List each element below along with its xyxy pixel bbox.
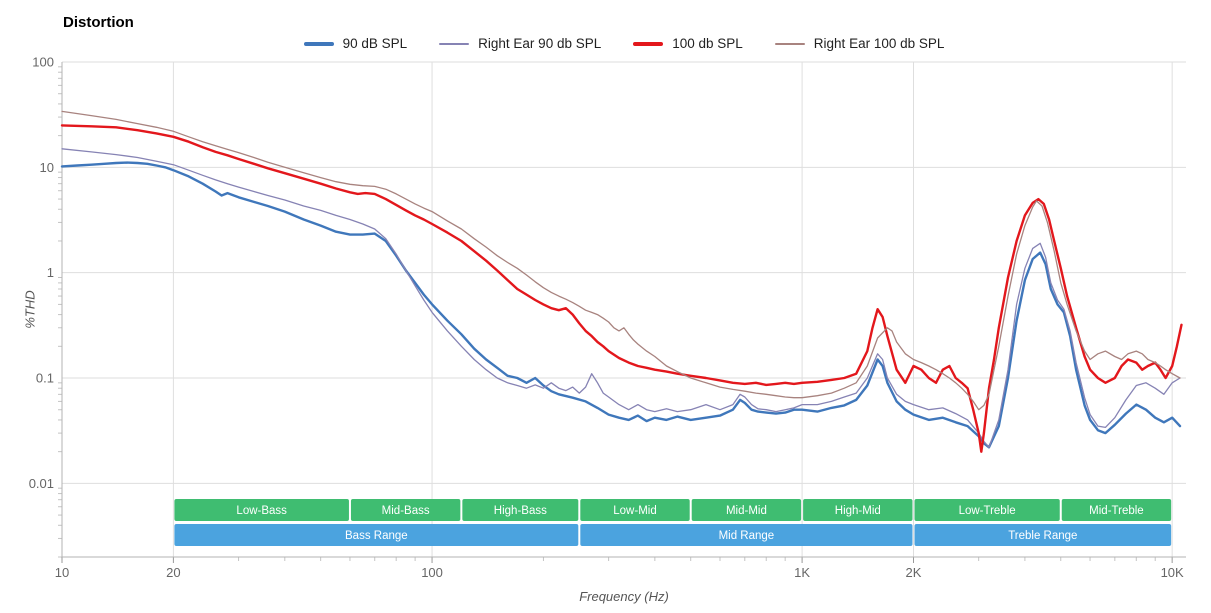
series-90-db-spl	[60, 161, 1182, 449]
legend-label-100-db-spl: 100 db SPL	[672, 36, 743, 51]
main-band-label-mid-range: Mid Range	[719, 530, 775, 542]
main-band-label-bass-range: Bass Range	[345, 530, 408, 542]
main-band-label-treble-range: Treble Range	[1008, 530, 1077, 542]
y-tick-label-100: 100	[32, 55, 54, 70]
legend-swatch-right-ear-100-db-spl	[774, 42, 805, 45]
sub-band-segment-high-bass	[462, 499, 579, 521]
legend-swatch-100-db-spl	[633, 41, 664, 46]
legend-label-right-ear-100-db-spl: Right Ear 100 db SPL	[813, 36, 945, 51]
chart-title: Distortion	[63, 14, 134, 31]
sub-band-label-low-treble: Low-Treble	[959, 505, 1016, 517]
sub-band-label-mid-treble: Mid-Treble	[1089, 505, 1144, 517]
sub-band-label-mid-bass: Mid-Bass	[382, 505, 430, 517]
y-tick-label-1: 1	[47, 265, 54, 280]
y-tick-label-10: 10	[40, 160, 54, 175]
x-tick-label-10: 10	[55, 565, 69, 580]
legend-item-right-ear-100-db-spl[interactable]: Right Ear 100 db SPL	[774, 36, 945, 51]
series-right-ear-100-db-spl	[61, 110, 1181, 411]
sub-band-label-high-bass: High-Bass	[494, 505, 547, 517]
sub-band-label-low-bass: Low-Bass	[236, 505, 287, 517]
main-band-segment-bass-range	[174, 524, 579, 546]
sub-band-label-high-mid: High-Mid	[835, 505, 881, 517]
legend-label-right-ear-90-db-spl: Right Ear 90 db SPL	[478, 36, 602, 51]
y-tick-label-0.01: 0.01	[29, 476, 54, 491]
y-axis-title: %THD	[22, 290, 38, 329]
legend-swatch-90-db-spl	[303, 41, 334, 46]
sub-band-label-low-mid: Low-Mid	[613, 505, 656, 517]
sub-band-segment-low-mid	[580, 499, 690, 521]
legend-item-100-db-spl[interactable]: 100 db SPL	[633, 36, 743, 51]
sub-band-segment-mid-treble	[1061, 499, 1172, 521]
series-right-ear-90-db-spl	[61, 148, 1181, 448]
sub-band-segment-mid-bass	[350, 499, 461, 521]
x-axis-title: Frequency (Hz)	[579, 589, 669, 604]
main-band-segment-mid-range	[580, 524, 913, 546]
legend-label-90-db-spl: 90 dB SPL	[342, 36, 408, 51]
legend-item-90-db-spl[interactable]: 90 dB SPL	[303, 36, 408, 51]
sub-band-segment-mid-mid	[691, 499, 802, 521]
x-tick-label-2k: 2K	[906, 565, 922, 580]
x-tick-label-20: 20	[166, 565, 180, 580]
main-band-segment-treble-range	[914, 524, 1172, 546]
x-tick-label-1k: 1K	[794, 565, 810, 580]
series-100-db-spl	[60, 124, 1183, 453]
y-tick-label-0.1: 0.1	[36, 371, 54, 386]
sub-band-label-mid-mid: Mid-Mid	[726, 505, 767, 517]
x-tick-label-100: 100	[421, 565, 443, 580]
legend-swatch-right-ear-90-db-spl	[439, 42, 470, 45]
legend-item-right-ear-90-db-spl[interactable]: Right Ear 90 db SPL	[439, 36, 601, 51]
chart-legend: 90 dB SPL Right Ear 90 db SPL 100 db SPL…	[62, 36, 1186, 51]
x-tick-label-10k: 10K	[1161, 565, 1184, 580]
sub-band-segment-low-treble	[914, 499, 1060, 521]
sub-band-segment-high-mid	[803, 499, 913, 521]
sub-band-segment-low-bass	[174, 499, 349, 521]
